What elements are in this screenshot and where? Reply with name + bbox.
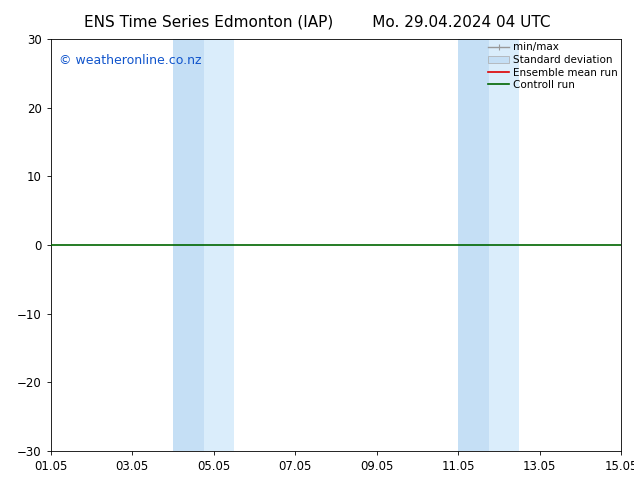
Bar xyxy=(458,39,489,451)
Bar xyxy=(489,39,519,451)
Legend: min/max, Standard deviation, Ensemble mean run, Controll run: min/max, Standard deviation, Ensemble me… xyxy=(486,40,620,92)
Bar xyxy=(204,39,234,451)
Text: © weatheronline.co.nz: © weatheronline.co.nz xyxy=(59,53,202,67)
Bar xyxy=(173,39,204,451)
Text: ENS Time Series Edmonton (IAP)        Mo. 29.04.2024 04 UTC: ENS Time Series Edmonton (IAP) Mo. 29.04… xyxy=(84,15,550,30)
